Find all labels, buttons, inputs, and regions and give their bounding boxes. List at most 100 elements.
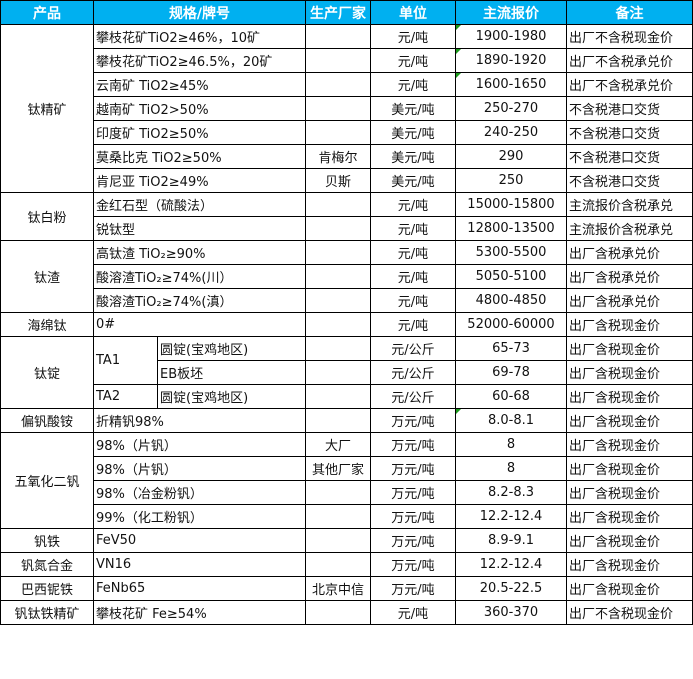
maker-cell [305,600,371,625]
note-cell: 出厂含税现金价 [566,408,693,433]
maker-cell [305,384,371,409]
table-row: 钒铁 FeV50 万元/吨 8.9-9.1 出厂含税现金价 [0,528,693,553]
unit-cell: 元/吨 [370,312,456,337]
maker-cell: 贝斯 [305,168,371,193]
unit-cell: 万元/吨 [370,432,456,457]
price-cell: 60-68 [455,384,567,409]
product-cell: 巴西铌铁 [0,576,94,601]
table-row: 攀枝花矿TiO2≥46.5%，20矿 元/吨 1890-1920 出厂不含税承兑价 [1,48,693,73]
unit-cell: 元/公斤 [370,336,456,361]
unit-cell: 美元/吨 [370,144,456,169]
maker-cell [305,24,371,49]
spec-cell: 攀枝花矿 Fe≥54% [93,600,306,625]
note-cell: 出厂含税现金价 [566,360,693,385]
product-cell: 钒钛铁精矿 [0,600,94,625]
unit-cell: 美元/吨 [370,168,456,193]
product-cell: 钛精矿 [0,24,94,193]
price-cell: 240-250 [455,120,567,145]
maker-cell [305,288,371,313]
price-cell: 8 [455,456,567,481]
table-row: 99%（化工粉钒） 万元/吨 12.2-12.4 出厂含税现金价 [1,504,693,529]
note-cell: 不含税港口交货 [566,96,693,121]
product-cell: 钛渣 [0,240,94,313]
table-row: 偏钒酸铵 折精钒98% 万元/吨 8.0-8.1 出厂含税现金价 [0,408,693,433]
spec-cell: 圆锭(宝鸡地区) [157,384,306,409]
price-cell: 5300-5500 [455,240,567,265]
maker-cell [305,120,371,145]
price-cell: 65-73 [455,336,567,361]
note-cell: 出厂含税现金价 [566,504,693,529]
table-row: 云南矿 TiO2≥45% 元/吨 1600-1650 出厂不含税承兑价 [1,72,693,97]
table-row: 锐钛型 元/吨 12800-13500 主流报价含税承兑 [1,216,693,241]
header-product: 产品 [0,0,94,25]
table-row: 钛精矿 攀枝花矿TiO2≥46%，10矿 元/吨 1900-1980 出厂不含税现金价 [0,24,693,193]
note-cell: 出厂不含税承兑价 [566,72,693,97]
unit-cell: 元/公斤 [370,384,456,409]
note-cell: 主流报价含税承兑 [566,192,693,217]
table-row: 钛白粉 金红石型（硫酸法） 元/吨 15000-15800 主流报价含税承兑 [0,192,693,241]
product-cell: 五氧化二钒 [0,432,94,529]
spec-cell: 高钛渣 TiO₂≥90% [93,240,306,265]
unit-cell: 元/吨 [370,600,456,625]
note-cell: 出厂不含税承兑价 [566,48,693,73]
header-maker: 生产厂家 [305,0,371,25]
grade-cell: TA2 [93,384,158,409]
note-cell: 出厂含税现金价 [566,552,693,577]
spec-cell: 98%（片钒） [93,432,306,457]
maker-cell [305,552,371,577]
unit-cell: 万元/吨 [370,408,456,433]
price-cell: 8.2-8.3 [455,480,567,505]
maker-cell: 其他厂家 [305,456,371,481]
table-row: 98%（冶金粉钒） 万元/吨 8.2-8.3 出厂含税现金价 [1,480,693,505]
maker-cell [305,312,371,337]
note-cell: 出厂含税现金价 [566,312,693,337]
maker-cell [305,96,371,121]
spec-cell: 越南矿 TiO2>50% [93,96,306,121]
spec-cell: FeNb65 [93,576,306,601]
note-cell: 出厂不含税现金价 [566,600,693,625]
unit-cell: 元/吨 [370,264,456,289]
unit-cell: 万元/吨 [370,480,456,505]
unit-cell: 万元/吨 [370,576,456,601]
table-row: 钛渣 高钛渣 TiO₂≥90% 元/吨 5300-5500 出厂含税承兑价 [0,240,693,313]
spec-cell: 印度矿 TiO2≥50% [93,120,306,145]
note-cell: 出厂含税承兑价 [566,240,693,265]
maker-cell [305,336,371,361]
price-cell: 15000-15800 [455,192,567,217]
header-note: 备注 [566,0,693,25]
table-row: 钒氮合金 VN16 万元/吨 12.2-12.4 出厂含税现金价 [0,552,693,577]
table-row: 五氧化二钒 98%（片钒） 大厂 万元/吨 8 出厂含税现金价 [0,432,693,529]
note-cell: 出厂含税承兑价 [566,264,693,289]
table-row: 钛锭 TA1 圆锭(宝鸡地区) 元/公斤 65-73 出厂含税现金价 [0,336,693,409]
maker-cell [305,360,371,385]
spec-cell: 莫桑比克 TiO2≥50% [93,144,306,169]
price-cell: 20.5-22.5 [455,576,567,601]
spec-cell: 攀枝花矿TiO2≥46.5%，20矿 [93,48,306,73]
price-cell: 360-370 [455,600,567,625]
spec-cell: 肯尼亚 TiO2≥49% [93,168,306,193]
table-row: 肯尼亚 TiO2≥49% 贝斯 美元/吨 250 不含税港口交货 [1,168,693,193]
product-cell: 偏钒酸铵 [0,408,94,433]
grade-cell: TA1 [93,336,158,385]
spec-cell: 酸溶渣TiO₂≥74%(滇） [93,288,306,313]
maker-cell [305,480,371,505]
price-cell: 8.9-9.1 [455,528,567,553]
note-cell: 不含税港口交货 [566,168,693,193]
spec-cell: 99%（化工粉钒） [93,504,306,529]
note-cell: 出厂含税承兑价 [566,288,693,313]
spec-cell: FeV50 [93,528,306,553]
price-cell: 1900-1980 [455,24,567,49]
note-cell: 不含税港口交货 [566,144,693,169]
unit-cell: 万元/吨 [370,552,456,577]
unit-cell: 万元/吨 [370,528,456,553]
note-cell: 出厂不含税现金价 [566,24,693,49]
unit-cell: 美元/吨 [370,96,456,121]
table-row: 巴西铌铁 FeNb65 北京中信 万元/吨 20.5-22.5 出厂含税现金价 [0,576,693,601]
spec-cell: 98%（片钒） [93,456,306,481]
price-cell: 8.0-8.1 [455,408,567,433]
note-cell: 不含税港口交货 [566,120,693,145]
unit-cell: 元/吨 [370,216,456,241]
table-row: 98%（片钒） 其他厂家 万元/吨 8 出厂含税现金价 [1,456,693,481]
spec-cell: EB板坯 [157,360,306,385]
unit-cell: 万元/吨 [370,456,456,481]
